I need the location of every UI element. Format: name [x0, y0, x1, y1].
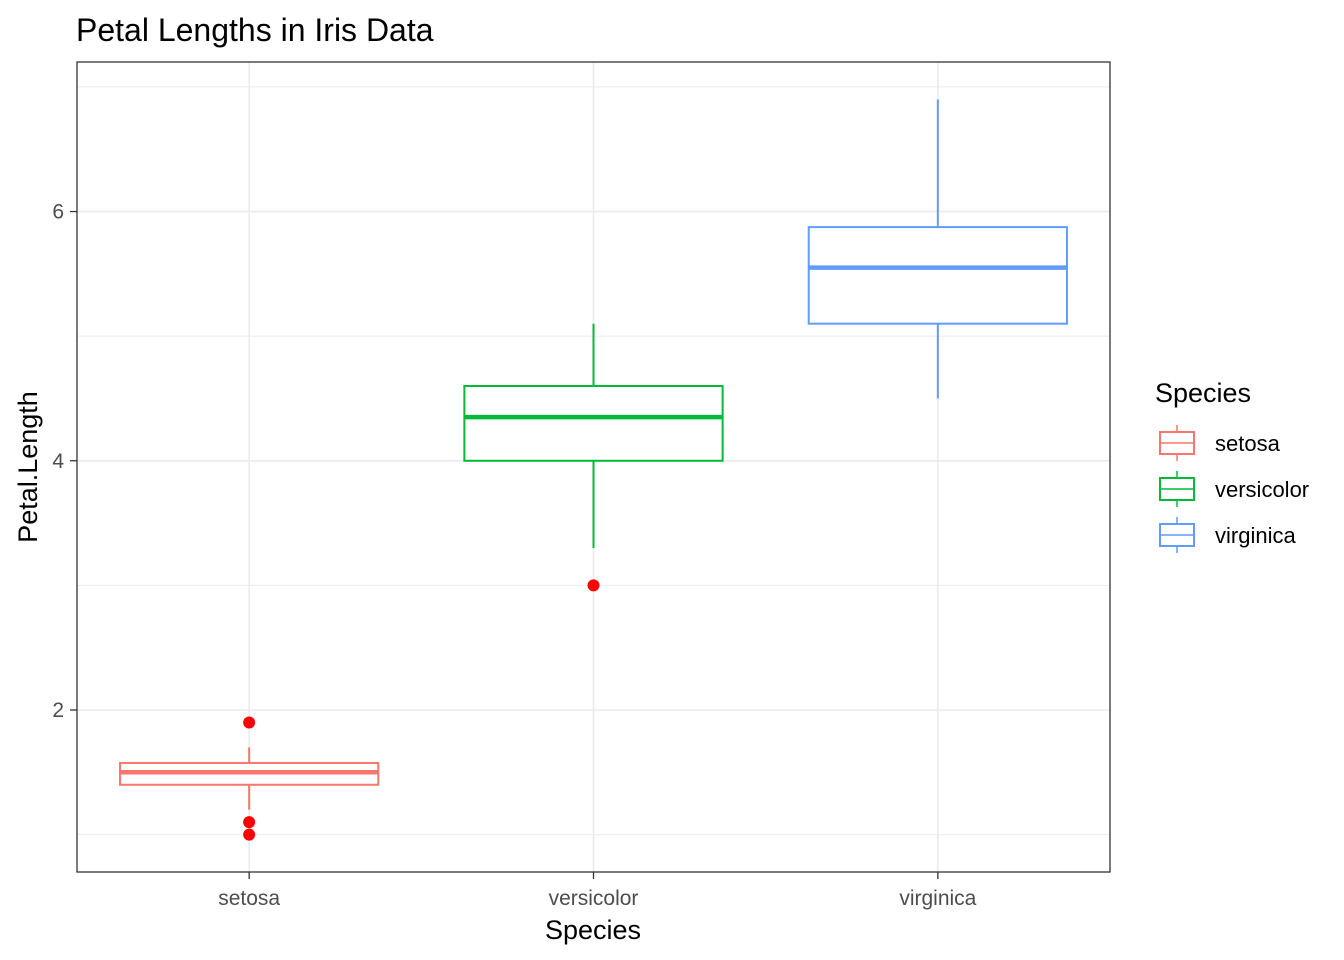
chart-title: Petal Lengths in Iris Data: [76, 12, 434, 48]
box-iqr: [463, 385, 724, 462]
box-versicolor: [463, 323, 724, 592]
outlier-point: [587, 579, 600, 592]
legend-entry-versicolor: versicolor: [1159, 471, 1309, 507]
y-axis-title: Petal.Length: [13, 391, 43, 543]
legend-title: Species: [1155, 378, 1251, 408]
outlier-point: [243, 816, 256, 829]
box-virginica: [807, 99, 1068, 399]
legend-entry-setosa: setosa: [1159, 425, 1281, 461]
y-tick-label: 6: [52, 201, 64, 224]
legend: Species setosa versicolor virginica: [1155, 378, 1309, 553]
y-tick-label: 4: [52, 450, 64, 473]
outlier-point: [243, 716, 256, 729]
y-axis: 2 4 6: [52, 201, 77, 722]
x-tick-label: virginica: [899, 887, 976, 910]
x-axis: setosa versicolor virginica: [218, 872, 977, 910]
legend-label: setosa: [1215, 431, 1281, 456]
y-tick-label: 2: [52, 699, 64, 722]
legend-label: versicolor: [1215, 477, 1309, 502]
legend-entry-virginica: virginica: [1159, 517, 1296, 553]
x-tick-label: setosa: [218, 887, 280, 910]
boxes: [119, 99, 1068, 841]
legend-label: virginica: [1215, 523, 1296, 548]
box-setosa: [119, 716, 380, 841]
box-iqr: [807, 226, 1068, 325]
outlier-point: [243, 828, 256, 841]
x-axis-title: Species: [545, 915, 641, 945]
x-tick-label: versicolor: [549, 887, 639, 910]
